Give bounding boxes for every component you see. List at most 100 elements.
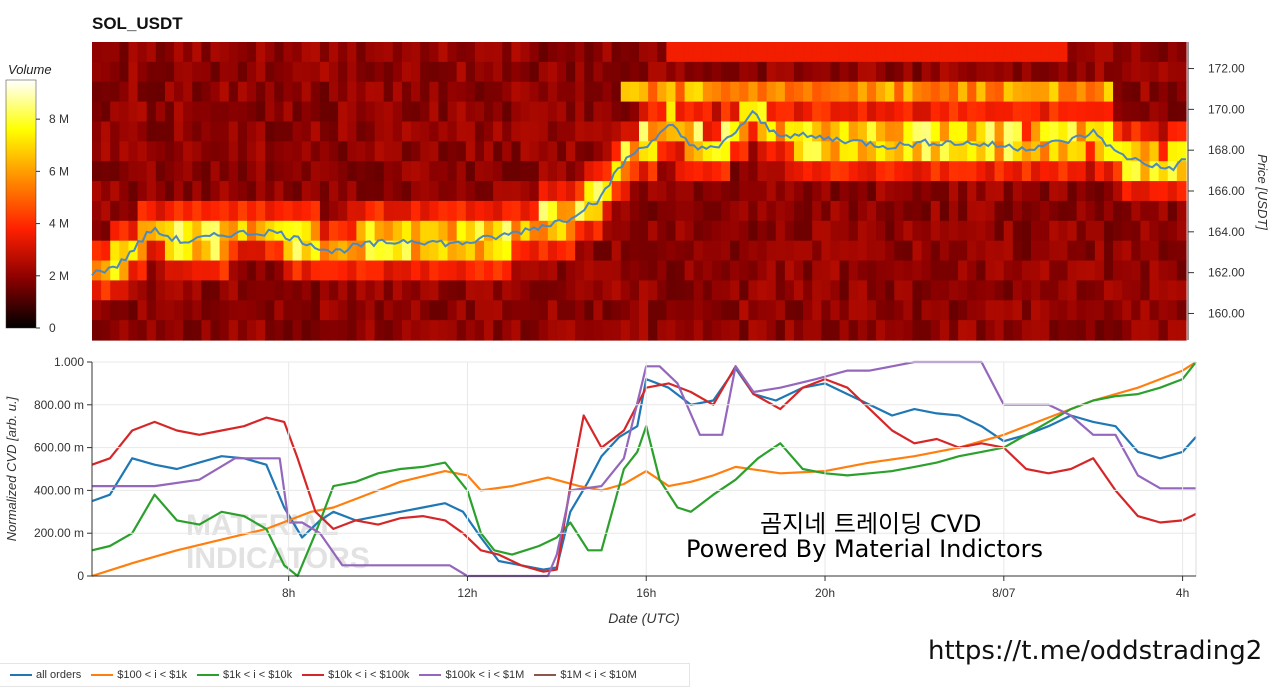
heatmap-cell <box>967 141 977 162</box>
heatmap-cell <box>903 280 914 301</box>
heatmap-cell <box>301 280 312 301</box>
heatmap-cell <box>684 141 695 162</box>
heatmap-cell <box>301 42 312 63</box>
heatmap-cell <box>1031 220 1041 242</box>
heatmap-cell <box>119 181 130 202</box>
heatmap-cell <box>246 61 257 83</box>
heatmap-cell <box>730 121 740 142</box>
heatmap-cell <box>894 42 904 63</box>
heatmap-cell <box>511 141 522 162</box>
heatmap-cell <box>310 320 321 341</box>
heatmap-cell <box>556 61 567 83</box>
heatmap-cell <box>1049 260 1059 281</box>
heatmap-cell <box>401 220 412 242</box>
heatmap-cell <box>502 101 512 123</box>
colorbar-title: Volume <box>8 62 52 77</box>
heatmap-cell <box>447 121 458 142</box>
heatmap-cell <box>948 200 959 222</box>
cvd-x-tick-label: 20h <box>815 586 835 600</box>
heatmap-cell <box>401 260 412 281</box>
heatmap-cell <box>292 320 303 341</box>
heatmap-cell <box>1122 300 1132 321</box>
heatmap-cell <box>939 121 950 142</box>
heatmap-cell <box>128 200 139 222</box>
heatmap-cell <box>301 320 312 341</box>
legend-item[interactable]: $100 < i < $1k <box>91 669 187 681</box>
heatmap-cell <box>374 42 385 63</box>
heatmap-cell <box>274 42 285 63</box>
heatmap-cell <box>283 42 294 63</box>
heatmap-cell <box>1122 42 1132 63</box>
heatmap-cell <box>1021 200 1032 222</box>
heatmap-cell <box>1158 121 1169 142</box>
heatmap-cell <box>547 42 558 63</box>
heatmap-cell <box>474 161 485 182</box>
heatmap-cell <box>392 61 403 83</box>
heatmap-cell <box>119 81 130 103</box>
heatmap-cell <box>474 260 485 281</box>
heatmap-cell <box>1122 81 1132 103</box>
heatmap-cell <box>857 181 868 202</box>
heatmap-cell <box>830 101 841 123</box>
heatmap-cell <box>401 81 412 103</box>
heatmap-cell <box>1122 101 1132 123</box>
heatmap-cell <box>784 42 795 63</box>
heatmap-cell <box>1058 280 1069 301</box>
heatmap-cell <box>347 141 357 162</box>
heatmap-cell <box>1012 200 1023 222</box>
heatmap-cell <box>547 181 558 202</box>
heatmap-cell <box>447 320 458 341</box>
heatmap-cell <box>192 81 202 103</box>
heatmap-cell <box>547 260 558 281</box>
heatmap-cell <box>1131 141 1142 162</box>
legend-item[interactable]: $10k < i < $100k <box>302 669 409 681</box>
annotation-line2: Powered By Material Indictors <box>686 535 1043 563</box>
heatmap-cell <box>675 61 686 83</box>
heatmap-cell <box>821 121 832 142</box>
heatmap-cell <box>985 260 996 281</box>
heatmap-cell <box>657 280 667 301</box>
legend-item[interactable]: $100k < i < $1M <box>419 669 524 681</box>
heatmap-cell <box>602 280 613 301</box>
heatmap-cell <box>155 220 166 242</box>
heatmap-cell <box>547 240 558 262</box>
heatmap-cell <box>484 121 494 142</box>
heatmap-cell <box>1113 161 1123 182</box>
heatmap-cell <box>1021 81 1032 103</box>
heatmap-cell <box>721 200 731 222</box>
heatmap-cell <box>556 81 567 103</box>
heatmap-cell <box>1040 61 1050 83</box>
heatmap-cell <box>1085 220 1096 242</box>
heatmap-cell <box>310 161 321 182</box>
heatmap-cell <box>164 240 175 262</box>
heatmap-cell <box>438 101 449 123</box>
cvd-x-tick-label: 4h <box>1176 586 1189 600</box>
heatmap-cell <box>1158 320 1169 341</box>
heatmap-cell <box>137 280 148 301</box>
heatmap-cell <box>1049 161 1059 182</box>
heatmap-cell <box>757 61 768 83</box>
heatmap-cell <box>246 240 257 262</box>
heatmap-cell <box>629 101 640 123</box>
heatmap-cell <box>1031 300 1041 321</box>
heatmap-cell <box>976 300 987 321</box>
heatmap-cell <box>456 240 467 262</box>
heatmap-cell <box>857 260 868 281</box>
heatmap-cell <box>903 141 914 162</box>
heatmap-cell <box>1012 220 1023 242</box>
legend-item[interactable]: all orders <box>10 669 81 681</box>
heatmap-cell <box>629 300 640 321</box>
heatmap-cell <box>128 260 139 281</box>
heatmap-cell <box>1176 81 1187 103</box>
heatmap-cell <box>401 280 412 301</box>
heatmap-cell <box>1031 200 1041 222</box>
heatmap-cell <box>392 200 403 222</box>
heatmap-cell <box>629 121 640 142</box>
heatmap-cell <box>602 220 613 242</box>
heatmap-cell <box>958 181 968 202</box>
legend-item[interactable]: $1M < i < $10M <box>534 669 637 681</box>
heatmap-cell <box>675 101 686 123</box>
heatmap-cell <box>1158 280 1169 301</box>
legend-item[interactable]: $1k < i < $10k <box>196 669 292 681</box>
heatmap-cell <box>912 260 923 281</box>
